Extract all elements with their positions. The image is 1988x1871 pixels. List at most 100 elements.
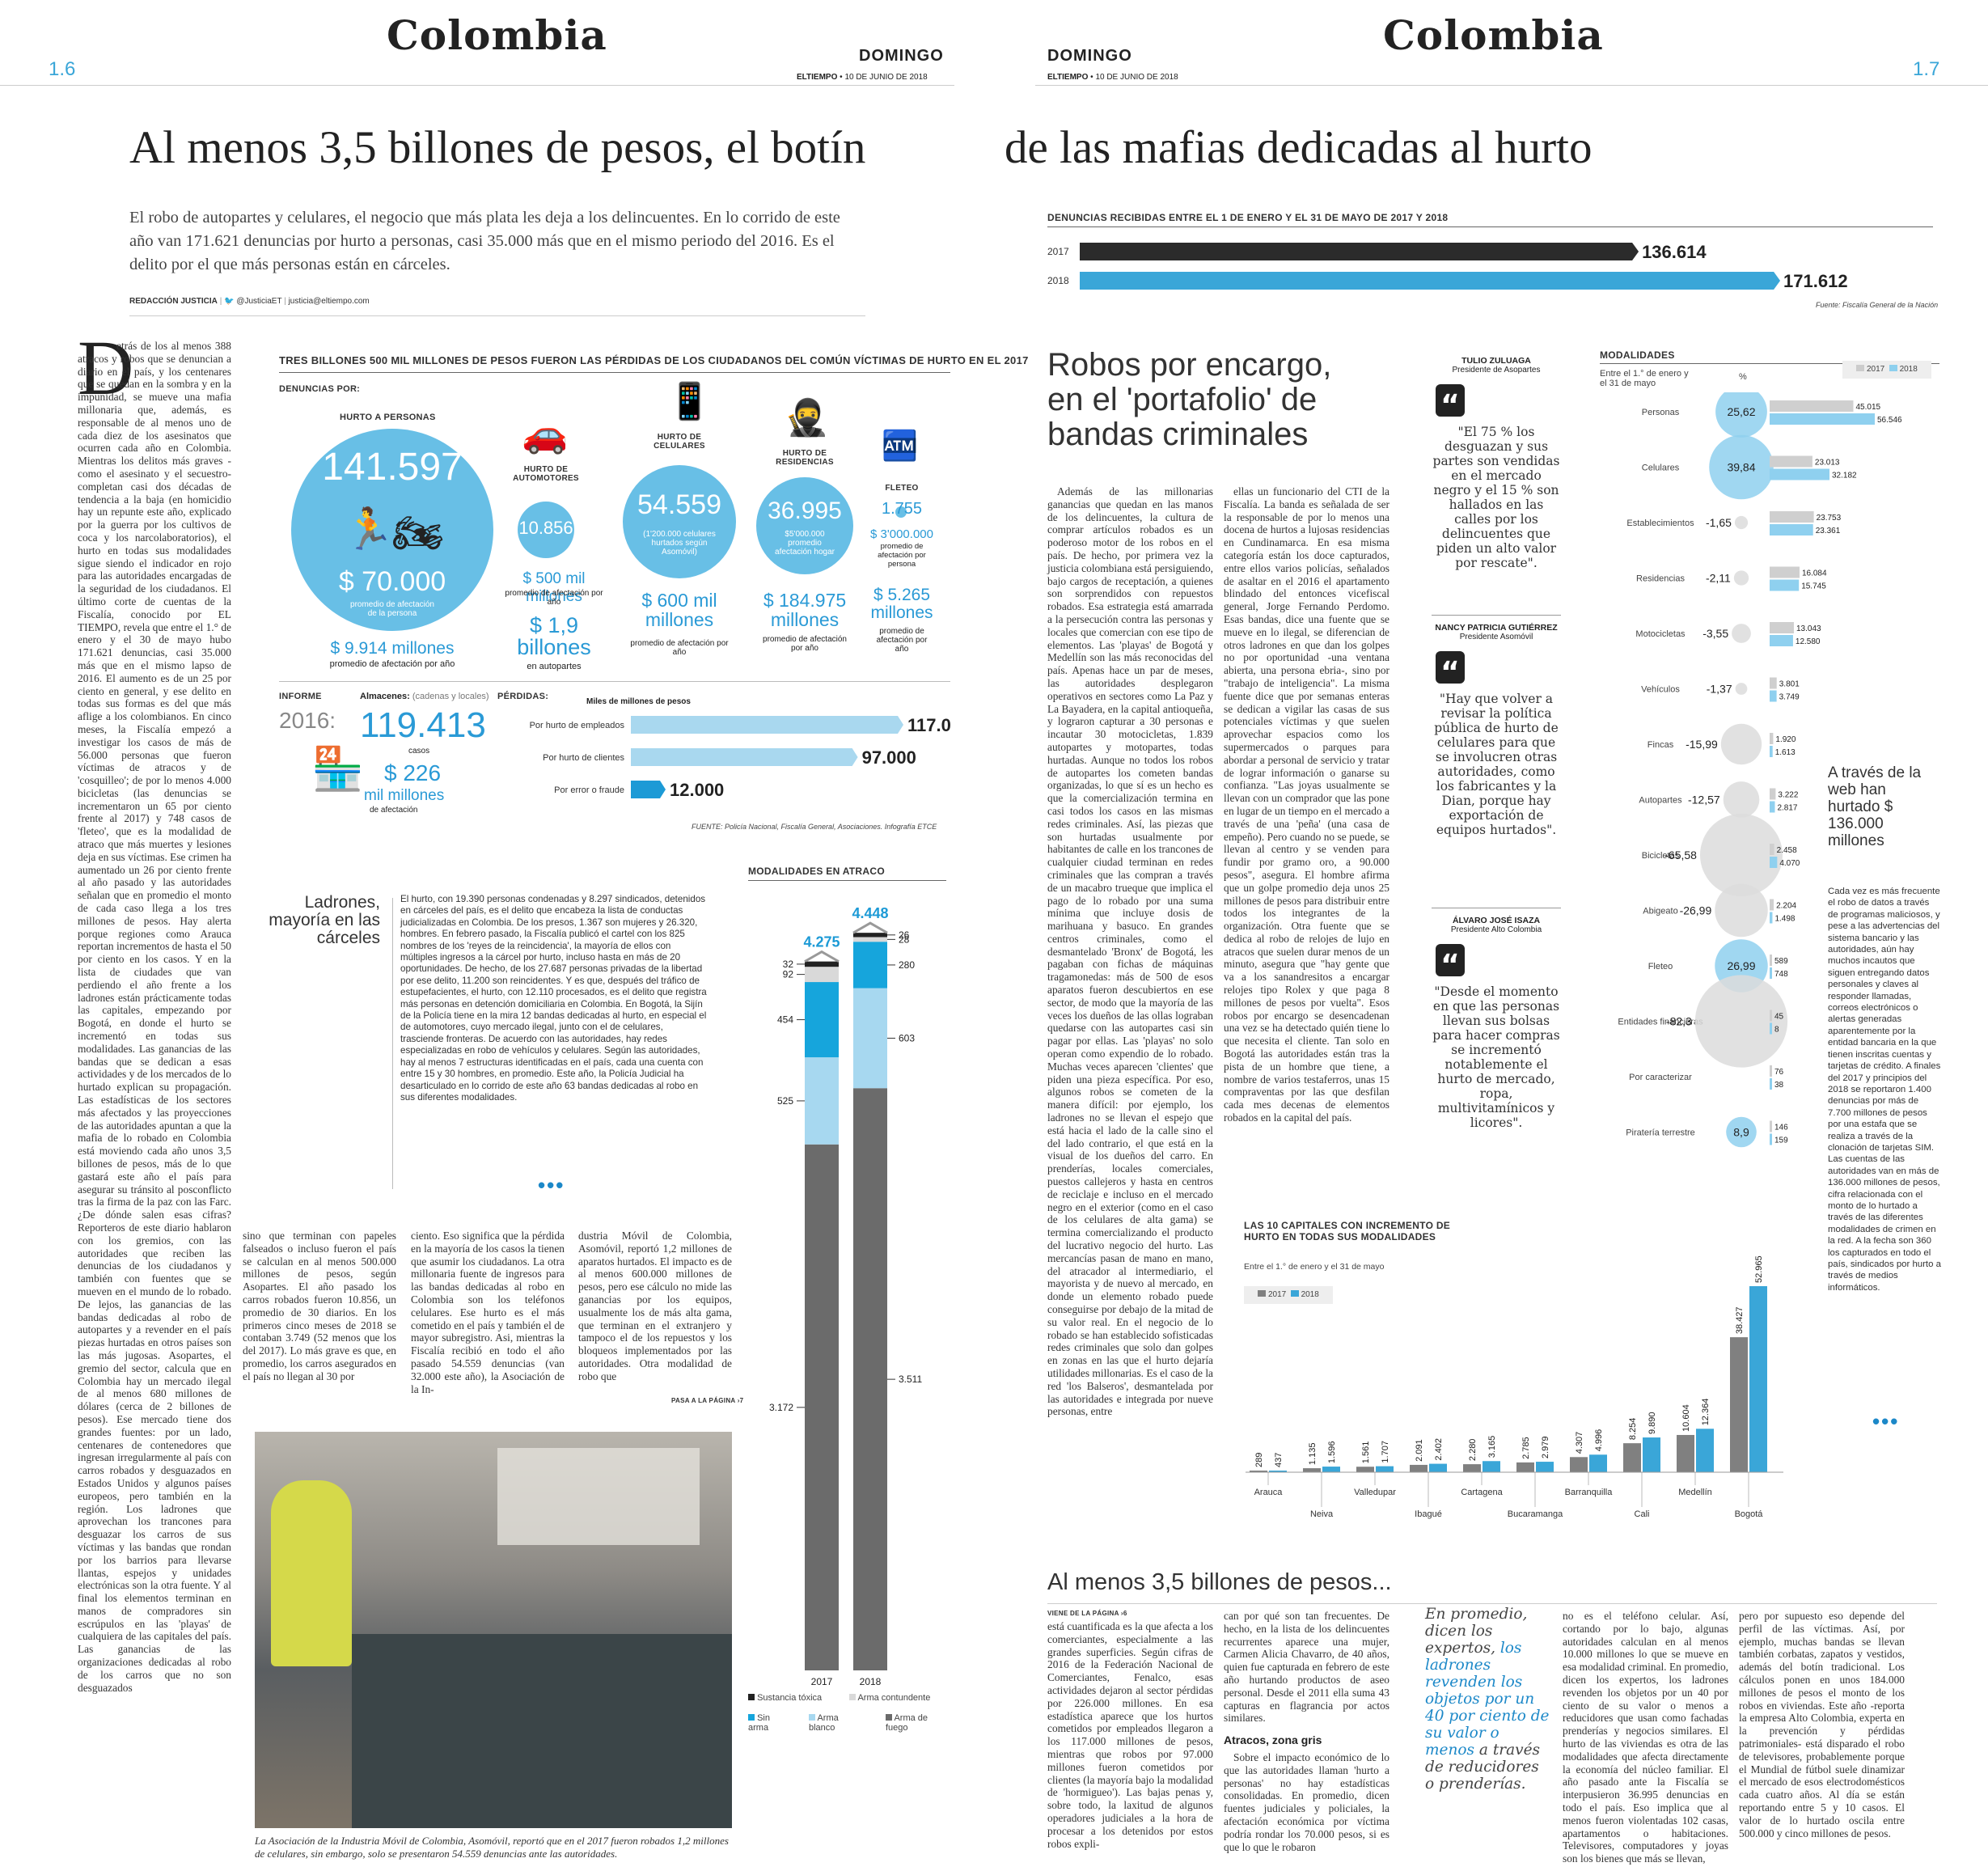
byline-email[interactable]: justicia@eltiempo.com [288, 297, 370, 306]
capital-city-label: Cartagena [1461, 1488, 1503, 1497]
modalidad-change-label: -1,65 [1706, 516, 1732, 529]
sidebar-carceles-rule [392, 898, 393, 1189]
atraco-segment [805, 961, 839, 967]
atraco-value-label: 525 [777, 1095, 793, 1107]
modalidad-change-circle [1715, 392, 1767, 438]
denuncias-label: DENUNCIAS POR: [279, 384, 361, 394]
modalidad-change-label: 25,62 [1727, 405, 1755, 418]
avg-celulares: (1'200.000 celulares hurtados según Asom… [643, 530, 716, 557]
denuncias-chart: 2017 136.614 2018 171.612 [1047, 242, 1848, 291]
denuncias-year-label: 2017 [1047, 246, 1069, 257]
perdidas-axis: Miles de millones de pesos [586, 697, 691, 706]
capital-bar-2018 [1269, 1471, 1287, 1472]
capital-bar-2017 [1516, 1462, 1534, 1472]
jump-right[interactable]: VIENE DE LA PÁGINA ›6 [1047, 1610, 1127, 1617]
atraco-cap [804, 950, 840, 963]
modalidad-label: Fleteo [1648, 962, 1673, 971]
avg-note-fleteo: promedio de afectación por persona [878, 542, 926, 569]
continuation-subhead: Atracos, zona gris [1224, 1733, 1322, 1746]
atraco-year-label: 2018 [860, 1676, 882, 1687]
capital-value-label: 1.561 [1361, 1441, 1371, 1464]
photo-officer [271, 1480, 352, 1666]
modalidad-change-circle [1699, 813, 1783, 897]
modalidad-value-2017: 3.222 [1778, 791, 1798, 800]
web-box-title: A través de la web han hurtado $ 136.000… [1828, 764, 1922, 849]
section-title-right: Colombia [1383, 11, 1604, 59]
modalidad-label: Entidades financieras [1618, 1018, 1703, 1027]
quote-3-text: "Desde el momento en que las personas ll… [1432, 984, 1560, 1130]
item-label-personas: HURTO A PERSONAS [340, 413, 436, 422]
avg-fleteo: $ 3'000.000 [870, 527, 933, 541]
atraco-value-label: 454 [777, 1014, 793, 1026]
byline-author: REDACCIÓN JUSTICIA [129, 297, 218, 306]
loss-note-residencias: promedio de afectación por año [763, 635, 847, 653]
modalidad-bar-2017 [1770, 955, 1772, 966]
web-dots: ••• [1872, 1409, 1900, 1433]
drop-cap: D [78, 324, 134, 411]
capital-value-label: 52.965 [1754, 1255, 1764, 1283]
capital-bar-2017 [1623, 1443, 1641, 1472]
perdidas-bar [631, 781, 666, 798]
avg-residencias: $5'000.000 promedio afectación hogar [775, 530, 835, 557]
modalidad-change-circle [1709, 434, 1774, 500]
headline-left: Al menos 3,5 billones de pesos, el botín [129, 122, 866, 173]
modalidad-bar-2018 [1770, 746, 1773, 757]
modalidad-value-2018: 1.498 [1774, 915, 1795, 924]
day-right: DOMINGO [1047, 47, 1132, 65]
modalidad-value-2018: 38 [1774, 1081, 1784, 1090]
capital-value-label: 8.254 [1628, 1418, 1638, 1441]
circle-residencias [756, 477, 853, 574]
photo-caption: La Asociación de la Industria Móvil de C… [255, 1835, 729, 1860]
continuation-col2b: Sobre el impacto económico de lo que las… [1224, 1751, 1389, 1853]
capitales-chart: 289 437 Arauca 1.135 1.596 Neiva 1.561 1.707 Val… [1246, 1255, 1783, 1519]
denuncias-bar [1080, 272, 1781, 290]
modalidad-change-circle [1726, 1116, 1757, 1148]
atraco-segment [853, 1088, 887, 1670]
modalidad-change-label: -2,11 [1706, 572, 1731, 585]
almacenes-label: Almacenes: (cadenas y locales) [360, 692, 489, 701]
modalidad-value-2018: 12.580 [1796, 637, 1821, 646]
modalidad-change-circle [1733, 570, 1749, 586]
capital-value-label: 4.307 [1575, 1432, 1584, 1454]
modalidad-bar-2018 [1770, 1022, 1772, 1035]
perdidas-value-label: 97.000 [862, 747, 916, 768]
modalidad-bar-2017 [1770, 733, 1774, 744]
body-col3: ciento. Eso significa que la pérdida en … [411, 1230, 565, 1395]
capital-bar-2017 [1677, 1434, 1694, 1472]
dateline-left: ELTIEMPO • 10 DE JUNIO DE 2018 [797, 73, 928, 82]
byline-twitter[interactable]: @JusticiaET [236, 297, 282, 306]
modalidad-change-circle [1720, 723, 1762, 765]
modalidad-bar-2017 [1770, 1120, 1772, 1132]
avg-automotores: $ 500 mil millones [522, 570, 586, 605]
photo-table [352, 1634, 732, 1828]
loss-celulares: $ 600 mil millones [641, 590, 717, 630]
capital-bar-2017 [1250, 1471, 1267, 1472]
header-rule-right [1035, 85, 1988, 86]
modalidad-value-2018: 32.182 [1832, 472, 1857, 480]
modalidad-value-2018: 2.817 [1777, 804, 1797, 813]
atraco-value-label: 26 [899, 929, 910, 941]
day-left: DOMINGO [859, 47, 944, 65]
modalidad-label: Residencias [1636, 574, 1685, 584]
modalidad-bar-2017 [1770, 455, 1812, 468]
jump-left[interactable]: PASA A LA PÁGINA ›7 [671, 1397, 744, 1404]
modalidad-change-circle [1734, 515, 1749, 530]
capital-bar-2018 [1322, 1467, 1340, 1472]
modalidad-change-circle [1732, 624, 1751, 643]
avg-personas: $ 70.000 [338, 566, 446, 597]
count-personas: 141.597 [322, 446, 463, 489]
modalidad-change-label: -1,37 [1707, 683, 1732, 696]
page-number-right: 1.7 [1913, 58, 1940, 80]
perdidas-chart: Por hurto de empleados 117.000 Por hurto d… [530, 715, 950, 800]
capitales-title: LAS 10 CAPITALES CON INCREMENTO DE HURTO… [1244, 1220, 1451, 1242]
atraco-segment [853, 988, 887, 1089]
atraco-value-label: 28 [899, 933, 910, 945]
modalidad-bar-2018 [1770, 1133, 1772, 1145]
atraco-segment [805, 1144, 839, 1670]
capital-bar-2017 [1303, 1468, 1321, 1472]
atraco-year-label: 2017 [811, 1676, 833, 1687]
modalidad-label: Personas [1642, 408, 1680, 417]
modalidad-value-2017: 16.084 [1802, 569, 1827, 578]
atraco-value-label: 280 [899, 959, 915, 971]
